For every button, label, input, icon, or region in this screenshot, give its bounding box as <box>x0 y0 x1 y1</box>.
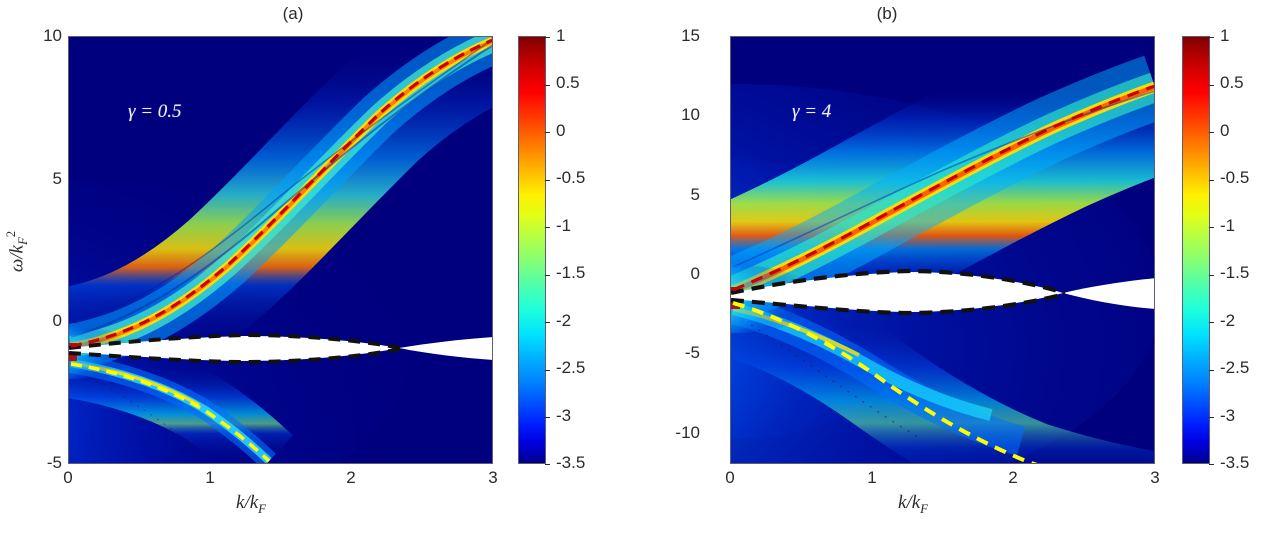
panel-a-xlabel-text: k/kF <box>236 492 267 516</box>
panel-a-cb-tick-1 <box>545 84 550 86</box>
panel-a-cb-tick-3 <box>545 179 550 181</box>
panel-b-cb-label--2: -2 <box>1220 311 1236 330</box>
panel-b-xtick-1: 1 <box>867 468 877 487</box>
panel-a-ytick-0: 0 <box>52 311 62 330</box>
panel-a-cb-tick-9 <box>545 464 550 465</box>
panel-a: (a) 10 5 0 -5 ω/kF2 <box>0 0 634 535</box>
panel-a-cb-label--35: -3.5 <box>556 453 586 472</box>
panel-b-cb-label-05: 0.5 <box>1220 73 1244 92</box>
panel-a-cb-tick-8 <box>545 417 550 418</box>
panel-b-cb-tick-9 <box>1209 464 1214 465</box>
panel-b-cb-tick-5 <box>1209 274 1214 276</box>
panel-a-ylabel: ω/kF2 <box>4 217 31 287</box>
panel-a-cb-label--3: -3 <box>556 406 572 425</box>
panel-a-heatmap <box>69 37 492 463</box>
panel-a-cb-tick-6 <box>545 322 550 323</box>
panel-b-xtick-3: 3 <box>1150 468 1160 487</box>
panel-b-ytick-0: 0 <box>690 264 700 283</box>
panel-a-cb-label--15: -1.5 <box>556 263 586 282</box>
panel-b-xtick-0: 0 <box>725 468 735 487</box>
panel-a-cb-tick-4 <box>545 227 550 228</box>
panel-b-ytick--5: -5 <box>684 343 700 362</box>
panel-a-ytick-5: 5 <box>52 169 62 188</box>
panel-a-xlabel: k/kF <box>236 492 266 517</box>
panel-b-colorbar-gradient <box>1183 37 1209 463</box>
panel-b-cb-tick-3 <box>1209 179 1214 181</box>
panel-a-title: (a) <box>282 4 304 23</box>
panel-b-heatmap <box>731 37 1154 463</box>
panel-a-colorbar[interactable] <box>518 36 550 465</box>
panel-a-cb-label--25: -2.5 <box>556 358 586 377</box>
panel-b-ytick-10: 10 <box>681 105 700 124</box>
panel-a-xtick-2: 2 <box>346 468 356 487</box>
panel-b-cb-label--35: -3.5 <box>1220 453 1250 472</box>
panel-a-cb-label--1: -1 <box>556 216 572 235</box>
panel-a-cb-tick-2 <box>545 132 550 133</box>
panel-b-cb-tick-6 <box>1209 322 1214 323</box>
panel-a-xtick-1: 1 <box>205 468 215 487</box>
panel-b-xtick-2: 2 <box>1008 468 1018 487</box>
panel-a-cb-label--2: -2 <box>556 311 572 330</box>
panel-a-cb-tick-0 <box>545 37 550 38</box>
panel-b-cb-tick-8 <box>1209 417 1214 418</box>
panel-a-gamma-annotation: γ = 0.5 <box>128 101 182 122</box>
panel-b-gamma-annotation: γ = 4 <box>792 101 832 122</box>
panel-a-cb-label-1: 1 <box>556 26 566 45</box>
panel-b-cb-tick-7 <box>1209 369 1214 371</box>
panel-b-cb-label-0: 0 <box>1220 121 1230 140</box>
panel-b-colorbar[interactable] <box>1182 36 1214 465</box>
panel-a-cb-label--05: -0.5 <box>556 168 586 187</box>
panel-b-cb-label--15: -1.5 <box>1220 263 1250 282</box>
panel-b-cb-tick-1 <box>1209 84 1214 86</box>
panel-b-xlabel: k/kF <box>898 492 928 517</box>
panel-b-cb-label--05: -0.5 <box>1220 168 1250 187</box>
panel-a-ylabel-text: ω/kF2 <box>4 230 31 273</box>
panel-b-cb-tick-4 <box>1209 227 1214 228</box>
panel-a-cb-tick-5 <box>545 274 550 276</box>
panel-b-cb-tick-0 <box>1209 37 1214 38</box>
panel-b-ytick--10: -10 <box>675 423 700 442</box>
panel-b-cb-label--3: -3 <box>1220 406 1236 425</box>
panel-b-axes[interactable] <box>730 36 1155 464</box>
panel-a-colorbar-gradient <box>519 37 545 463</box>
panel-b: (b) 15 10 5 0 -5 -10 <box>634 0 1269 535</box>
panel-b-ytick-5: 5 <box>690 185 700 204</box>
panel-a-ytick--5: -5 <box>46 453 62 472</box>
panel-b-cb-label--1: -1 <box>1220 216 1236 235</box>
panel-b-title: (b) <box>876 4 898 23</box>
panel-a-cb-label-05: 0.5 <box>556 73 580 92</box>
panel-b-cb-label--25: -2.5 <box>1220 358 1250 377</box>
panel-a-axes[interactable] <box>68 36 493 464</box>
panel-a-cb-label-0: 0 <box>556 121 566 140</box>
panel-a-xtick-3: 3 <box>488 468 498 487</box>
panel-a-cb-tick-7 <box>545 369 550 371</box>
panel-a-ytick-10: 10 <box>43 26 62 45</box>
panel-b-cb-label-1: 1 <box>1220 26 1230 45</box>
panel-a-xtick-0: 0 <box>63 468 73 487</box>
panel-b-xlabel-text: k/kF <box>898 492 929 516</box>
panel-b-cb-tick-2 <box>1209 132 1214 133</box>
panel-b-ytick-15: 15 <box>681 26 700 45</box>
